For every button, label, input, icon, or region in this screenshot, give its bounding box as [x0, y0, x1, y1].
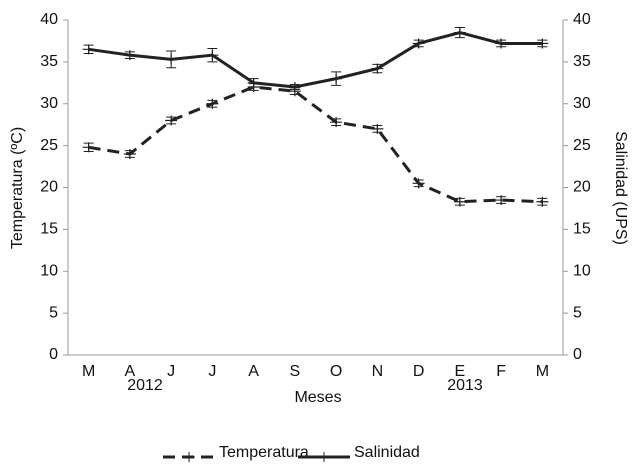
point-marker [206, 98, 219, 109]
year-label: 2013 [447, 377, 483, 394]
point-marker [165, 115, 178, 126]
point-marker [453, 27, 466, 38]
point-marker [453, 196, 466, 207]
point-marker [82, 44, 95, 55]
y2-tick-label: 30 [573, 95, 591, 112]
y2-axis-label: Salinidad (UPS) [612, 131, 629, 245]
point-marker [123, 149, 136, 159]
x-tick-label: A [125, 363, 136, 380]
point-marker [536, 196, 549, 207]
y2-tick-label: 15 [573, 221, 591, 238]
y2-tick-label: 40 [573, 11, 591, 28]
legend-marker [318, 452, 330, 462]
data-line [88, 85, 543, 204]
y-tick-label: 0 [49, 346, 58, 363]
legend-label: Salinidad [354, 444, 420, 461]
y2-tick-label: 5 [573, 304, 582, 321]
point-marker [495, 38, 508, 49]
y-axis-label: Temperatura (ºC) [9, 127, 26, 249]
y-tick-label: 10 [40, 262, 58, 279]
y2-tick-label: 10 [573, 262, 591, 279]
point-marker [495, 195, 508, 206]
x-tick-label: M [82, 363, 95, 380]
data-line [88, 31, 543, 89]
point-marker [123, 50, 136, 61]
point-marker [82, 142, 95, 153]
y2-tick-label: 0 [573, 346, 582, 363]
x-axis-label: Meses [294, 389, 341, 406]
x-tick-label: M [536, 363, 549, 380]
point-marker [536, 38, 549, 49]
y-tick-label: 30 [40, 95, 58, 112]
year-label: 2012 [127, 377, 163, 394]
x-tick-label: D [413, 363, 425, 380]
y2-tick-label: 25 [573, 137, 591, 154]
x-tick-label: E [455, 363, 466, 380]
legend-marker [183, 452, 195, 462]
x-tick-label: S [290, 363, 301, 380]
point-marker [288, 82, 301, 92]
y-tick-label: 20 [40, 179, 58, 196]
y-tick-label: 15 [40, 221, 58, 238]
point-marker [247, 77, 260, 88]
point-marker [330, 73, 343, 84]
x-tick-label: A [248, 363, 259, 380]
point-marker [371, 63, 384, 74]
x-tick-label: J [208, 363, 216, 380]
point-marker [165, 54, 178, 65]
x-tick-label: J [167, 363, 175, 380]
x-tick-label: F [496, 363, 506, 380]
point-marker [412, 38, 425, 49]
y-tick-label: 35 [40, 53, 58, 70]
point-marker [330, 117, 343, 128]
y2-tick-label: 35 [573, 53, 591, 70]
y2-tick-label: 20 [573, 179, 591, 196]
x-tick-label: O [330, 363, 342, 380]
y-tick-label: 25 [40, 137, 58, 154]
point-marker [206, 50, 219, 61]
x-tick-label: N [372, 363, 384, 380]
y-tick-label: 40 [40, 11, 58, 28]
y-tick-label: 5 [49, 304, 58, 321]
point-marker [412, 178, 425, 189]
point-marker [371, 123, 384, 134]
legend-label: Temperatura [219, 444, 309, 461]
